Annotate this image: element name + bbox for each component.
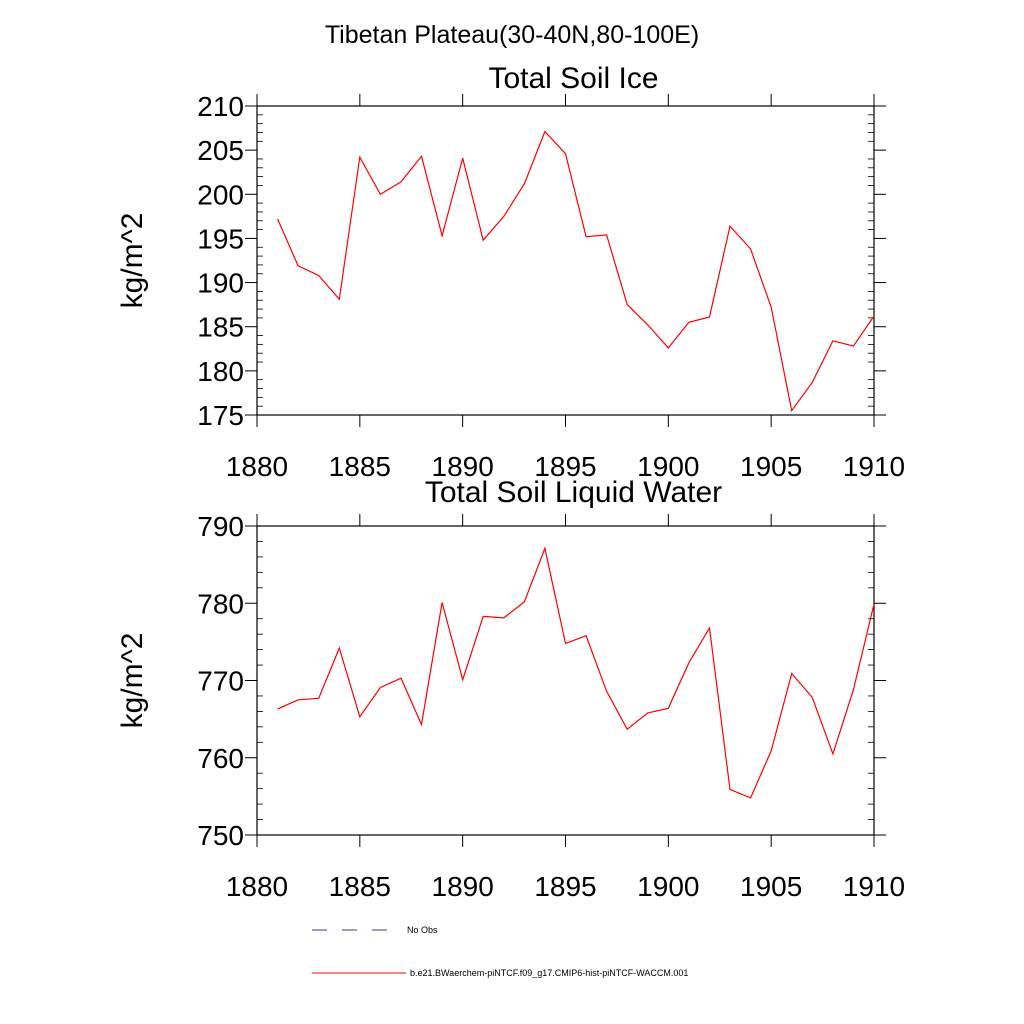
y-axis-label: kg/m^2: [116, 633, 149, 729]
panel-total-soil-liquid-water: Total Soil Liquid Water kg/m^2 1880 1885 1…: [116, 476, 905, 902]
y-tick-label: 205: [197, 135, 244, 166]
x-tick-labels: 1880 1885 1890 1895 1900 1905 1910: [226, 451, 905, 482]
x-tick-labels: 1880 1885 1890 1895 1900 1905 1910: [226, 871, 905, 902]
x-tick-label: 1880: [226, 451, 288, 482]
y-tick-label: 180: [197, 356, 244, 387]
tick-marks: [245, 514, 886, 847]
y-tick-label: 185: [197, 312, 244, 343]
panel-total-soil-ice: Total Soil Ice kg/m^2 1880 1885 1890 1895 19…: [116, 62, 905, 482]
x-tick-label: 1900: [637, 871, 699, 902]
y-tick-label: 760: [197, 743, 244, 774]
x-tick-label: 1910: [843, 451, 905, 482]
x-tick-label: 1890: [432, 451, 494, 482]
x-tick-label: 1880: [226, 871, 288, 902]
y-tick-label: 750: [197, 820, 244, 851]
y-axis-label: kg/m^2: [116, 213, 149, 309]
y-tick-labels: 750 760 770 780 790: [197, 511, 244, 851]
x-tick-label: 1885: [329, 451, 391, 482]
x-tick-label: 1900: [637, 451, 699, 482]
x-tick-label: 1895: [534, 451, 596, 482]
legend-label-run: b.e21.BWaerchem-piNTCF.f09_g17.CMIP6-his…: [410, 968, 688, 978]
y-tick-label: 175: [197, 400, 244, 431]
y-tick-label: 200: [197, 179, 244, 210]
x-tick-label: 1885: [329, 871, 391, 902]
x-tick-label: 1905: [740, 451, 802, 482]
y-tick-label: 195: [197, 223, 244, 254]
tick-marks: [245, 94, 886, 427]
x-tick-label: 1905: [740, 871, 802, 902]
panel-title: Total Soil Liquid Water: [425, 476, 722, 509]
y-tick-label: 790: [197, 511, 244, 542]
y-tick-label: 210: [197, 91, 244, 122]
x-tick-label: 1895: [534, 871, 596, 902]
legend-label-no-obs: No Obs: [407, 925, 438, 935]
series-layer: [277, 130, 875, 413]
y-tick-label: 770: [197, 666, 244, 697]
x-tick-label: 1910: [843, 871, 905, 902]
panel-title: Total Soil Ice: [488, 62, 658, 95]
series-line: [277, 546, 875, 799]
legend: No Obs b.e21.BWaerchem-piNTCF.f09_g17.CM…: [312, 925, 688, 978]
y-tick-labels: 175 180 185 190 195 200 205 210: [197, 91, 244, 431]
y-tick-label: 190: [197, 268, 244, 299]
figure-title: Tibetan Plateau(30-40N,80-100E): [325, 21, 699, 49]
series-line: [277, 130, 875, 413]
x-tick-label: 1890: [432, 871, 494, 902]
series-layer: [277, 546, 875, 799]
y-tick-label: 780: [197, 588, 244, 619]
plot-frame: [256, 105, 875, 416]
